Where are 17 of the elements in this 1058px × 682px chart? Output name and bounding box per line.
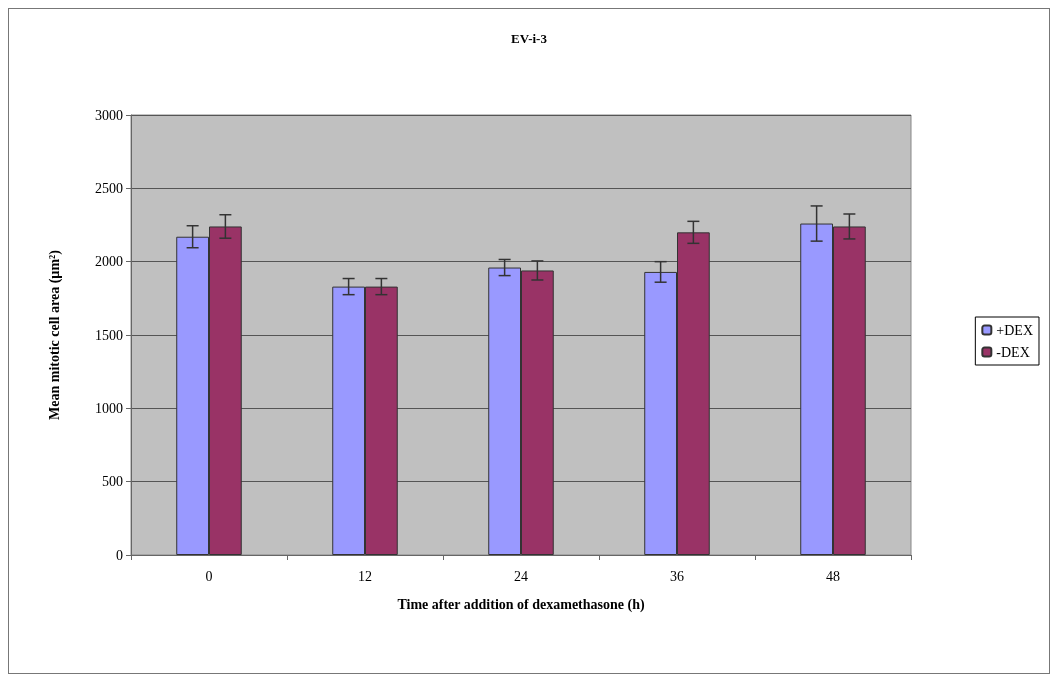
- y-tick-label: 2000: [95, 254, 123, 270]
- legend-label: -DEX: [996, 344, 1030, 360]
- y-tick-label: 0: [116, 547, 123, 563]
- legend-label: +DEX: [996, 322, 1033, 338]
- y-tick-label: 3000: [95, 107, 123, 123]
- y-tick-label: 2500: [95, 180, 123, 196]
- x-tick-label: 12: [358, 568, 372, 584]
- x-tick-label: 24: [514, 568, 528, 584]
- y-tick-label: 1500: [95, 327, 123, 343]
- x-tick-label: 0: [205, 568, 213, 584]
- y-tick-label: 500: [102, 474, 123, 490]
- y-axis-title: Mean mitotic cell area (µm²): [46, 249, 63, 420]
- y-tick-label: 1000: [95, 400, 123, 416]
- chart-title: EV-i-3: [511, 31, 548, 46]
- x-tick-label: 48: [826, 568, 840, 584]
- x-axis-title: Time after addition of dexamethasone (h): [397, 596, 645, 613]
- x-tick-label: 36: [670, 568, 684, 584]
